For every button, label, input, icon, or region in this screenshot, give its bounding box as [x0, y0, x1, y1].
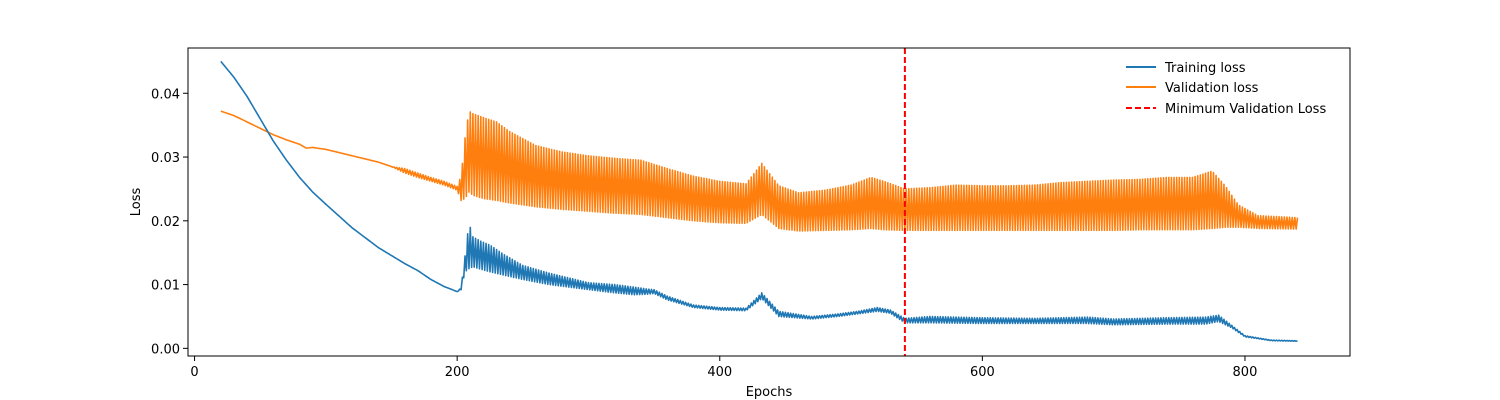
x-axis-label: Epochs: [746, 385, 793, 400]
legend-label-training: Training loss: [1164, 61, 1246, 76]
x-tick-label: 600: [970, 365, 995, 380]
plot-frame: [187, 47, 1351, 357]
legend: Training loss Validation loss Minimum Va…: [1126, 61, 1326, 117]
x-axis: 0 200 400 600 800: [190, 356, 1257, 380]
training-loss-line: [220, 60, 1298, 343]
y-axis: 0.00 0.01 0.02 0.03 0.04: [151, 87, 188, 357]
y-tick-label: 0.03: [151, 151, 180, 166]
legend-label-min-val: Minimum Validation Loss: [1165, 102, 1326, 117]
y-tick-label: 0.01: [151, 279, 180, 294]
x-tick-label: 0: [190, 365, 198, 380]
x-tick-label: 400: [707, 365, 732, 380]
y-axis-label: Loss: [129, 188, 144, 217]
legend-label-validation: Validation loss: [1165, 81, 1259, 96]
x-tick-label: 200: [445, 365, 470, 380]
x-tick-label: 800: [1233, 365, 1258, 380]
series-layer: [220, 60, 1299, 343]
y-tick-label: 0.00: [151, 342, 180, 357]
y-tick-label: 0.02: [151, 215, 180, 230]
validation-loss-line: [220, 110, 1299, 232]
y-tick-label: 0.04: [151, 87, 180, 102]
